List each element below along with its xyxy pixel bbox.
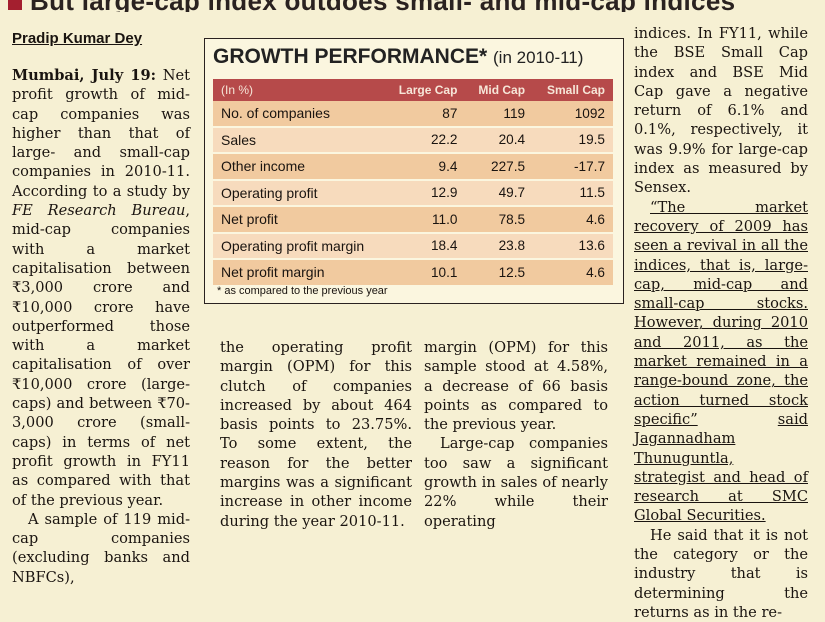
table-row: Operating profit 12.9 49.7 11.5 xyxy=(213,179,613,207)
cell: 11.5 xyxy=(533,179,613,207)
row-label: Other income xyxy=(213,153,385,181)
cell: 12.5 xyxy=(465,259,534,287)
pull-quote: “The market recovery of 2009 has seen a … xyxy=(634,198,808,428)
column-header: Mid Cap xyxy=(465,79,534,101)
table-footnote: * as compared to the previous year xyxy=(217,285,388,297)
cell: 12.9 xyxy=(384,179,466,207)
paragraph: margin (OPM) for this sample stood at 4.… xyxy=(424,339,608,434)
table-subtitle: (in 2010-11) xyxy=(493,48,584,67)
cell: 1092 xyxy=(533,101,613,128)
cell: 119 xyxy=(465,101,534,128)
column-3: margin (OPM) for this sample stood at 4.… xyxy=(424,338,608,531)
paragraph: “The market recovery of 2009 has seen a … xyxy=(634,198,808,526)
headline: But large-cap index outdoes small- and m… xyxy=(8,0,818,12)
headline-text: But large-cap index outdoes small- and m… xyxy=(30,0,735,12)
growth-performance-table: (In %) Large Cap Mid Cap Small Cap No. o… xyxy=(213,79,613,287)
cell: 4.6 xyxy=(533,259,613,287)
cell: 4.6 xyxy=(533,206,613,234)
paragraph: Mumbai, July 19: Net profit growth of mi… xyxy=(12,67,190,509)
cell: 87 xyxy=(384,101,466,128)
column-4: indices. In FY11, while the BSE Small Ca… xyxy=(634,24,808,622)
column-1: Mumbai, July 19: Net profit growth of mi… xyxy=(12,66,190,587)
cell: 22.2 xyxy=(384,126,466,154)
cell: -17.7 xyxy=(533,153,613,181)
cell: 23.8 xyxy=(465,232,534,260)
column-header: Small Cap xyxy=(533,79,613,101)
row-label: Operating profit margin xyxy=(213,232,385,260)
paragraph: A sample of 119 mid-cap companies (exclu… xyxy=(12,510,190,586)
table-row: No. of companies 87 119 1092 xyxy=(213,101,613,128)
column-header: Large Cap xyxy=(384,79,466,101)
cell: 10.1 xyxy=(384,259,466,287)
dateline: Mumbai, July 19: xyxy=(12,67,157,84)
paragraph: indices. In FY11, while the BSE Small Ca… xyxy=(634,25,808,197)
source-name: FE Research Bureau xyxy=(12,202,186,220)
table-header-row: (In %) Large Cap Mid Cap Small Cap xyxy=(213,79,613,101)
table-title: GROWTH PERFORMANCE* (in 2010-11) xyxy=(213,45,584,68)
row-label: Operating profit xyxy=(213,179,385,207)
row-label: Sales xyxy=(213,126,385,154)
cell: 78.5 xyxy=(465,206,534,234)
cell: 227.5 xyxy=(465,153,534,181)
headline-accent-bar xyxy=(8,0,22,10)
cell: 13.6 xyxy=(533,232,613,260)
row-label: No. of companies xyxy=(213,101,385,128)
column-2: the operating profit margin (OPM) for th… xyxy=(220,338,412,531)
row-label: Net profit margin xyxy=(213,259,385,287)
table-row: Operating profit margin 18.4 23.8 13.6 xyxy=(213,232,613,260)
column-header: (In %) xyxy=(213,79,385,101)
cell: 49.7 xyxy=(465,179,534,207)
table-row: Net profit 11.0 78.5 4.6 xyxy=(213,206,613,234)
growth-performance-table-box: GROWTH PERFORMANCE* (in 2010-11) (In %) … xyxy=(204,38,624,304)
table-row: Sales 22.2 20.4 19.5 xyxy=(213,126,613,154)
paragraph: He said that it is not the category or t… xyxy=(634,526,808,621)
paragraph: Large-cap companies too saw a significan… xyxy=(424,435,608,530)
table-row: Other income 9.4 227.5 -17.7 xyxy=(213,153,613,181)
row-label: Net profit xyxy=(213,206,385,234)
cell: 11.0 xyxy=(384,206,466,234)
byline: Pradip Kumar Dey xyxy=(12,30,143,47)
cell: 19.5 xyxy=(533,126,613,154)
paragraph: the operating profit margin (OPM) for th… xyxy=(220,339,412,530)
cell: 9.4 xyxy=(384,153,466,181)
cell: 20.4 xyxy=(465,126,534,154)
cell: 18.4 xyxy=(384,232,466,260)
table-row: Net profit margin 10.1 12.5 4.6 xyxy=(213,259,613,287)
